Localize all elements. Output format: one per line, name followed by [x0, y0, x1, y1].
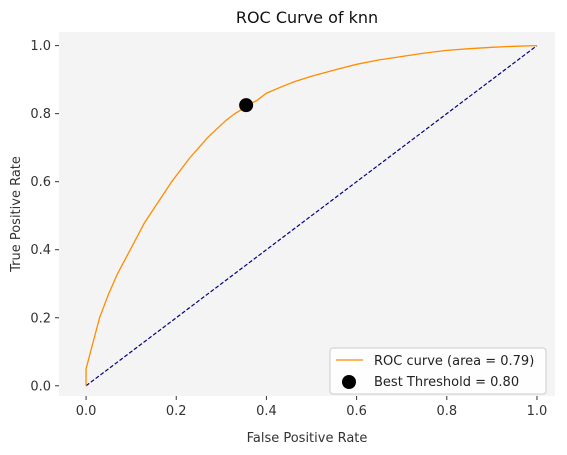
x-tick-label: 0.6 [346, 404, 367, 419]
chart-title: ROC Curve of knn [236, 8, 378, 27]
legend-roc-label: ROC curve (area = 0.79) [374, 354, 534, 369]
y-tick-label: 0.0 [30, 379, 51, 394]
y-tick-label: 0.6 [30, 175, 51, 190]
legend: ROC curve (area = 0.79) Best Threshold =… [329, 347, 547, 395]
x-axis-label: False Positive Rate [247, 431, 368, 446]
x-tick-label: 1.0 [527, 404, 548, 419]
legend-best-threshold-marker [342, 375, 356, 389]
roc-curve-line [85, 44, 537, 386]
x-tick-label: 0.2 [166, 404, 187, 419]
chance-diagonal-line [85, 45, 538, 387]
y-tick-label: 0.2 [30, 311, 51, 326]
plot-area [59, 32, 555, 396]
legend-best-threshold-label: Best Threshold = 0.80 [374, 375, 519, 390]
x-tick-label: 0.8 [436, 404, 457, 419]
best-threshold-point [239, 98, 254, 113]
x-tick-label: 0.0 [76, 404, 97, 419]
y-axis-label: True Positive Rate [9, 156, 24, 273]
x-tick-label: 0.4 [256, 404, 277, 419]
y-tick-label: 1.0 [30, 39, 51, 54]
y-axis-ticks: 0.0 0.2 0.4 0.6 0.8 1.0 [30, 39, 59, 394]
y-tick-label: 0.8 [30, 107, 51, 122]
legend-box [329, 347, 547, 395]
y-tick-label: 0.4 [30, 243, 51, 258]
x-axis-ticks: 0.0 0.2 0.4 0.6 0.8 1.0 [76, 396, 548, 419]
